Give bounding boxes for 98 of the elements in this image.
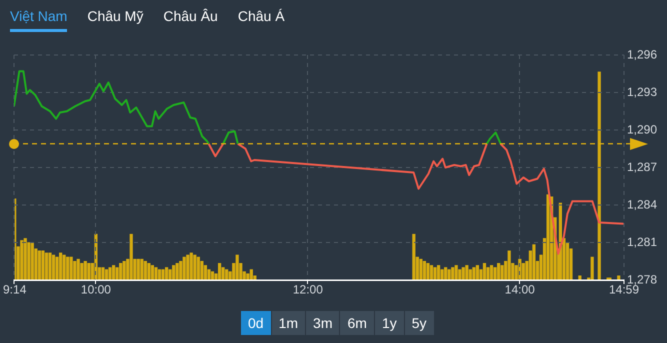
bar (176, 263, 179, 280)
y-tick-label: 1,284 (627, 197, 658, 212)
bar (494, 267, 497, 280)
bar (465, 265, 468, 280)
bar (108, 267, 112, 280)
text: 5y (404, 311, 434, 335)
bar (490, 265, 494, 280)
bar (186, 254, 190, 280)
bar (222, 267, 225, 280)
bar (204, 265, 207, 280)
text: Việt Nam (10, 8, 68, 32)
bar (87, 263, 90, 280)
y-tick-label: 1,281 (627, 234, 658, 249)
y-tick-label: 1,290 (627, 122, 658, 136)
bar (546, 194, 550, 280)
bar (182, 256, 186, 280)
bar (66, 256, 70, 280)
bar (426, 263, 430, 280)
bar (62, 254, 66, 280)
bar (433, 267, 437, 280)
bar (451, 267, 454, 280)
x-tick-label: 10:00 (80, 282, 112, 297)
bar (497, 263, 500, 280)
text: 3m (305, 311, 340, 335)
bar (70, 256, 73, 280)
bar (518, 258, 522, 280)
bar (532, 244, 536, 280)
x-tick-label: 14:00 (504, 282, 536, 297)
y-tick-label: 1,296 (627, 47, 658, 62)
bar (30, 242, 34, 280)
bar (419, 258, 422, 280)
x-tick-label: 12:00 (292, 282, 324, 297)
bar (500, 265, 504, 280)
bar (246, 273, 250, 280)
bar (236, 254, 239, 280)
bar (150, 265, 154, 280)
bar (55, 256, 59, 280)
bar (200, 260, 204, 280)
text: Châu Âu (163, 8, 218, 26)
bar (472, 267, 476, 280)
y-tick-label: 1,278 (627, 272, 658, 286)
bar (486, 267, 490, 280)
bar (52, 254, 56, 280)
bar (27, 242, 30, 280)
bar (116, 267, 119, 280)
bar (190, 252, 193, 280)
text: Châu Mỹ (87, 8, 144, 26)
bar (14, 198, 16, 280)
y-tick-label: 1,287 (627, 160, 658, 174)
bar (84, 260, 87, 280)
text: 1y (374, 311, 404, 335)
text: 6m (339, 311, 374, 335)
bar (590, 256, 594, 280)
bar (130, 234, 133, 280)
bar (482, 263, 486, 280)
x-tick-label: 9:14 (3, 282, 27, 297)
y-tick-label: 1,293 (627, 84, 658, 99)
bar (24, 238, 27, 280)
bar (140, 258, 144, 280)
bar (73, 260, 76, 280)
bar (80, 263, 84, 280)
bar (444, 267, 448, 280)
bar (179, 260, 182, 280)
bar (508, 250, 511, 280)
text: Châu Á (238, 8, 285, 26)
bar (617, 276, 620, 280)
bar (422, 260, 426, 280)
bar (76, 258, 80, 280)
bar (458, 269, 462, 280)
bar (44, 252, 48, 280)
bar (218, 263, 222, 280)
bar (147, 263, 150, 280)
bar (430, 265, 434, 280)
bar (112, 265, 116, 280)
bar (462, 267, 465, 280)
bar (172, 265, 176, 280)
bar (566, 242, 570, 280)
bar (20, 240, 24, 280)
bar (119, 263, 122, 280)
bar (59, 252, 62, 280)
bar (144, 260, 147, 280)
bar (48, 252, 52, 280)
bar (164, 267, 168, 280)
bar (41, 250, 45, 280)
text: 1m (270, 311, 306, 335)
bar (454, 265, 458, 280)
text: 0d (240, 311, 271, 335)
bar (436, 265, 440, 280)
bar (476, 265, 479, 280)
bar (522, 263, 525, 280)
bar (136, 258, 140, 280)
bar (412, 234, 416, 280)
bar (38, 250, 41, 280)
bar (154, 267, 158, 280)
bar (196, 256, 200, 280)
bar (101, 267, 105, 280)
bar (122, 260, 126, 280)
bar (193, 254, 196, 280)
